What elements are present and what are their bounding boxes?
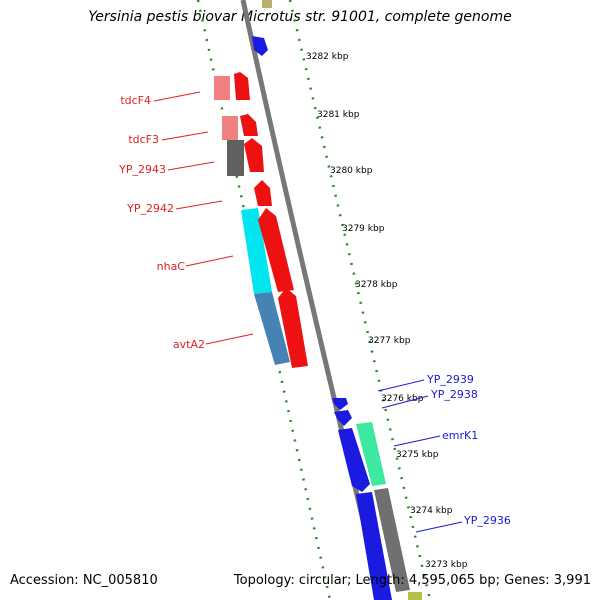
gene-arrow-forward: [334, 410, 352, 426]
gene-arrow-reverse: [244, 138, 264, 172]
kbp-label: 3277 kbp: [368, 336, 411, 346]
gene-label-avtA2: avtA2: [173, 338, 205, 351]
partial-gene-bottom: [408, 592, 422, 600]
gene-arrow-forward: [332, 398, 348, 410]
gene-block-YP_2943: [227, 140, 244, 176]
gene-arrow-reverse: [240, 114, 258, 136]
label-leader: [381, 395, 429, 409]
gene-block-tdcF4: [214, 76, 230, 100]
gene-arrow-reverse: [258, 208, 294, 292]
label-leader: [161, 131, 209, 141]
kbp-label: 3276 kbp: [381, 394, 424, 404]
kbp-label: 3273 kbp: [425, 560, 468, 570]
gene-label-tdcF3: tdcF3: [128, 133, 159, 146]
map-title: Yersinia pestis biovar Microtus str. 910…: [88, 9, 512, 25]
gene-arrow-reverse: [254, 180, 272, 206]
gene-label-YP_2939: YP_2939: [426, 373, 474, 386]
kbp-label: 3278 kbp: [355, 280, 398, 290]
gene-block-tdcF3: [222, 116, 238, 140]
kbp-labels: 3282 kbp 3281 kbp 3280 kbp 3279 kbp 3278…: [306, 52, 468, 570]
gene-arrow-reverse: [278, 288, 308, 368]
gene-label-YP_2943: YP_2943: [118, 163, 166, 176]
kbp-label: 3279 kbp: [342, 224, 385, 234]
label-leader: [167, 161, 215, 171]
kbp-label: 3281 kbp: [317, 110, 360, 120]
kbp-label: 3274 kbp: [410, 506, 453, 516]
inner-tick-ring: [196, 0, 332, 600]
gene-label-emrK1: emrK1: [442, 429, 478, 442]
partial-gene-top-blue: [252, 36, 268, 56]
label-leader: [415, 521, 463, 533]
gene-block-YP_2936: [374, 488, 410, 592]
label-leader: [153, 91, 201, 102]
gene-block-emrK1: [356, 422, 386, 486]
accession-text: Accession: NC_005810: [10, 573, 158, 588]
kbp-label: 3280 kbp: [330, 166, 373, 176]
kbp-label: 3275 kbp: [396, 450, 439, 460]
label-leader: [393, 435, 441, 447]
partial-gene-top: [262, 0, 272, 8]
label-leader: [185, 255, 234, 267]
genome-summary-text: Topology: circular; Length: 4,595,065 bp…: [233, 573, 591, 588]
label-leader: [377, 379, 425, 392]
gene-arrow-forward: [338, 428, 370, 492]
gene-block-avtA2: [254, 292, 290, 365]
label-leader: [175, 200, 223, 210]
gene-label-nhaC: nhaC: [157, 260, 186, 273]
gene-label-YP_2936: YP_2936: [463, 514, 511, 527]
gene-arrow-forward: [356, 492, 392, 600]
gene-block-nhaC: [241, 208, 272, 294]
label-leader: [205, 333, 254, 345]
gene-label-tdcF4: tdcF4: [120, 94, 151, 107]
gene-arrow-reverse: [234, 72, 250, 100]
gene-label-YP_2942: YP_2942: [126, 202, 174, 215]
gene-label-YP_2938: YP_2938: [430, 388, 478, 401]
kbp-label: 3282 kbp: [306, 52, 349, 62]
